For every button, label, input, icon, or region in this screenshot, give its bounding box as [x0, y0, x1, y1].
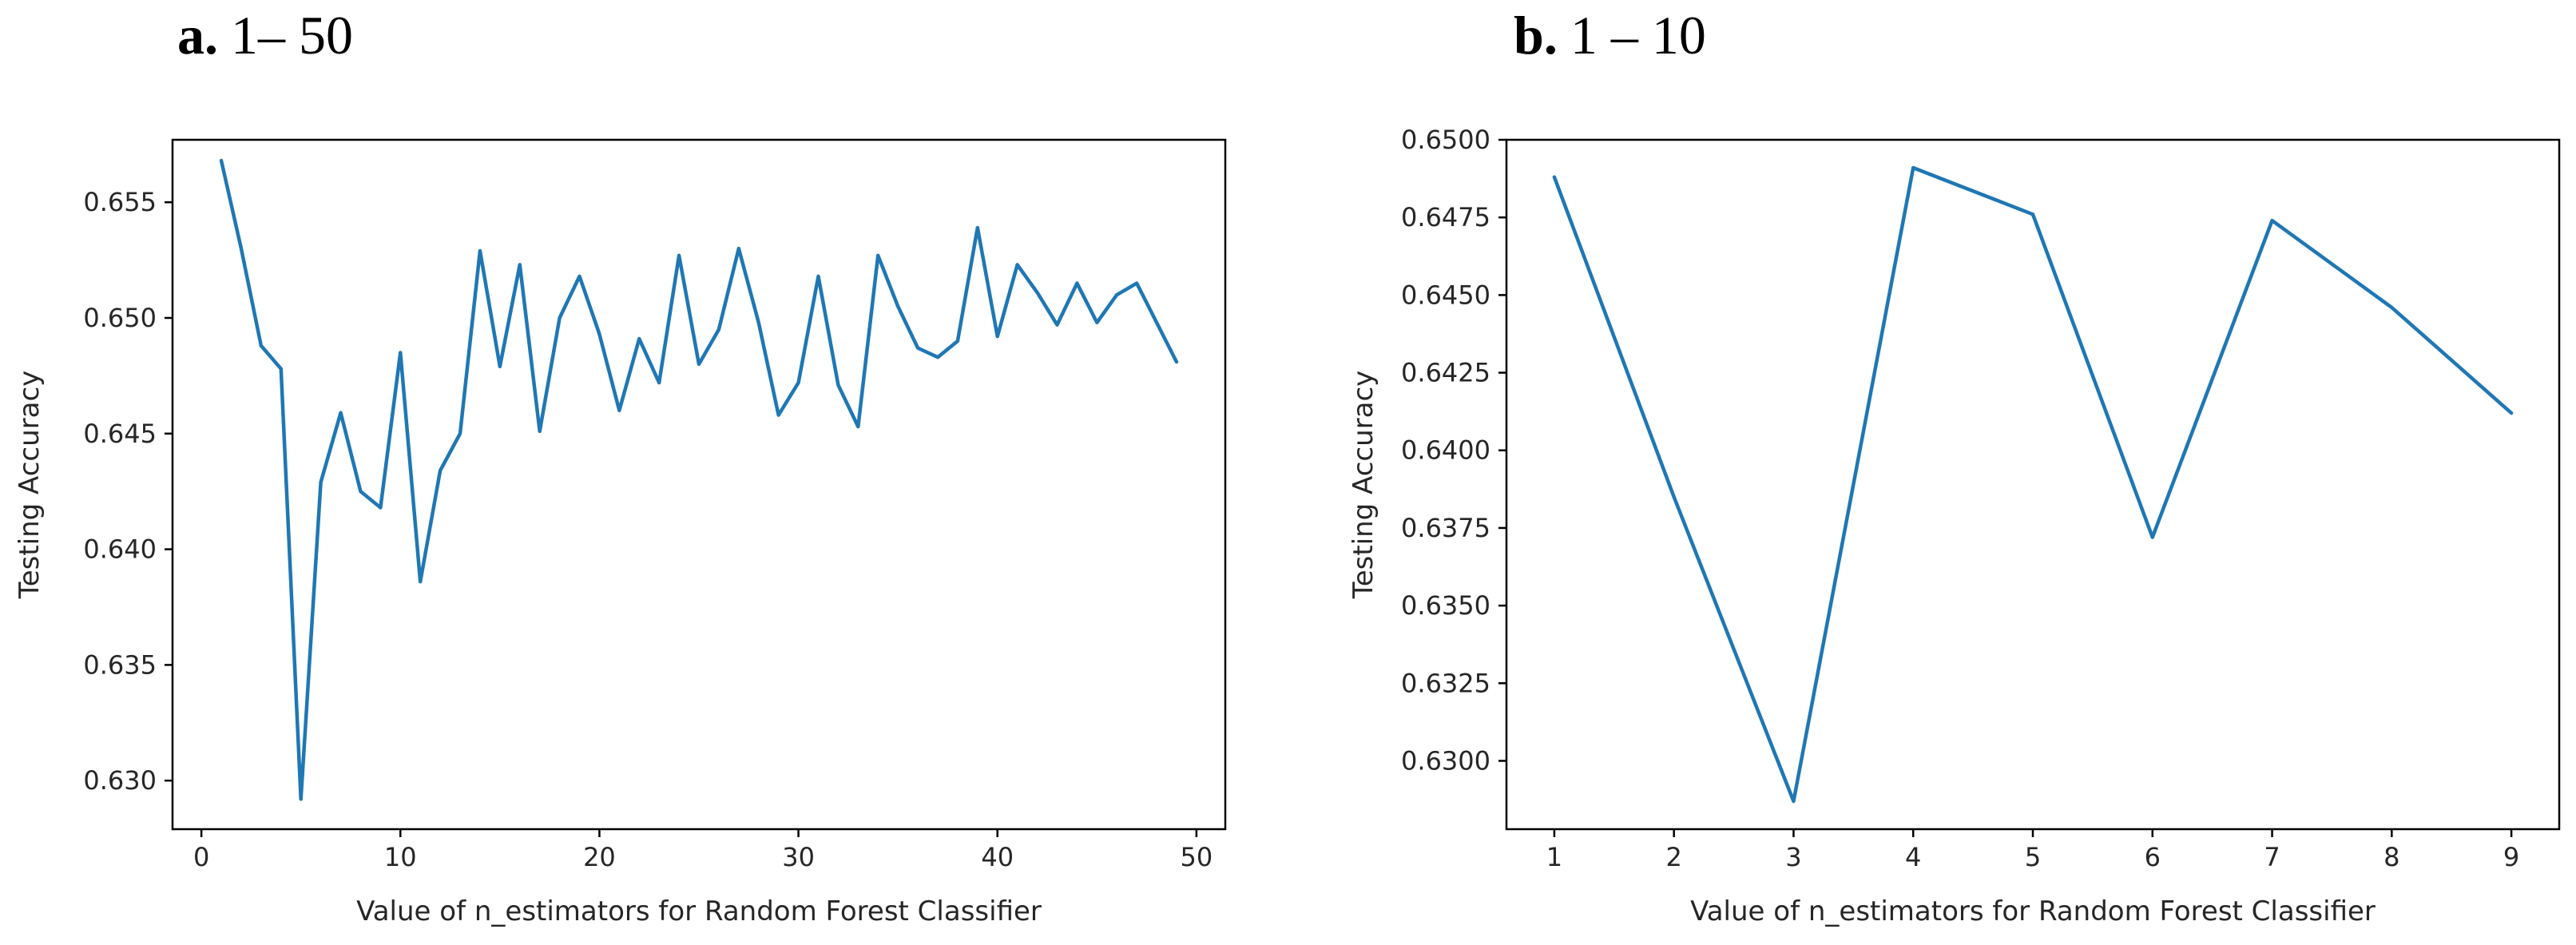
panel-b-x-tick-label: 6 [2145, 842, 2161, 872]
panel-b-y-tick-label: 0.6325 [1401, 668, 1490, 698]
panel-b-y-ticks: 0.6300 0.6325 0.6350 0.6375 0.6400 0.6425 0.64… [1401, 125, 1506, 776]
panel-a-letter: a. [177, 5, 218, 66]
panel-b-letter: b. [1514, 5, 1558, 66]
panel-b-x-tick-label: 3 [1785, 842, 1801, 872]
panel-b-title: b. 1 – 10 [1514, 5, 1706, 66]
panel-b-y-tick-label: 0.6450 [1401, 280, 1490, 310]
panel-a-y-ticks: 0.630 0.635 0.640 0.645 0.650 0.655 [83, 187, 173, 796]
panel-a-series-line [219, 158, 1179, 801]
panel-a-x-axis-label: Value of n_estimators for Random Forest … [356, 895, 1042, 927]
panel-a-y-axis-label: Testing Accuracy [14, 371, 46, 600]
panel-a-x-tick-label: 30 [782, 842, 815, 872]
panel-b-x-tick-label: 5 [2025, 842, 2041, 872]
panel-a-x-ticks: 0 10 20 30 40 50 [193, 829, 1213, 872]
panel-a-x-tick-label: 40 [981, 842, 1014, 872]
panel-b-y-tick-label: 0.6300 [1401, 745, 1490, 776]
panel-b-x-tick-label: 8 [2383, 842, 2399, 872]
panel-a-y-tick-label: 0.650 [83, 303, 157, 333]
panel-b-plot-frame [1505, 138, 2561, 831]
panel-b-x-tick-label: 2 [1666, 842, 1682, 872]
panel-b-y-tick-label: 0.6475 [1401, 202, 1490, 232]
panel-b-x-tick-label: 7 [2264, 842, 2280, 872]
panel-a-title: a. 1– 50 [177, 5, 353, 66]
panel-a-y-tick-label: 0.640 [83, 534, 157, 565]
panel-a-plot-frame [171, 138, 1227, 831]
panel-a-y-tick-label: 0.655 [83, 187, 157, 217]
panel-a-range: 1– 50 [231, 5, 353, 66]
panel-b-y-tick-label: 0.6350 [1401, 590, 1490, 621]
panel-b-y-axis-label: Testing Accuracy [1348, 371, 1379, 600]
panel-b-x-tick-label: 9 [2503, 842, 2519, 872]
panel-a-x-tick-label: 50 [1181, 842, 1213, 872]
panel-b-y-tick-label: 0.6425 [1401, 358, 1490, 388]
panel-b-x-axis-label: Value of n_estimators for Random Forest … [1690, 895, 2376, 927]
panel-a-y-tick-label: 0.645 [83, 419, 157, 449]
panel-b-series-line [1552, 165, 2514, 804]
panel-b: b. 1 – 10 0.63000.63250.63500.63750.64000… [1348, 5, 2561, 927]
panel-b-range: 1 – 10 [1570, 5, 1706, 66]
panel-a-y-tick-label: 0.635 [83, 649, 157, 680]
panel-b-y-tick-label: 0.6500 [1401, 125, 1490, 155]
panel-a-y-tick-label: 0.630 [83, 765, 157, 796]
panel-a: a. 1– 50 0.630 0.635 0.640 0.645 0.650 0.655 0… [14, 5, 1227, 927]
panel-b-x-tick-label: 1 [1546, 842, 1562, 872]
panel-b-x-tick-label: 4 [1905, 842, 1921, 872]
panel-b-y-tick-label: 0.6375 [1401, 513, 1490, 543]
panel-a-x-tick-label: 0 [193, 842, 209, 872]
panel-a-x-tick-label: 10 [384, 842, 417, 872]
panel-b-x-ticks: 1 2 3 4 5 6 7 8 9 [1546, 829, 2519, 872]
panel-a-x-tick-label: 20 [583, 842, 616, 872]
panel-b-y-tick-label: 0.6400 [1401, 435, 1490, 466]
